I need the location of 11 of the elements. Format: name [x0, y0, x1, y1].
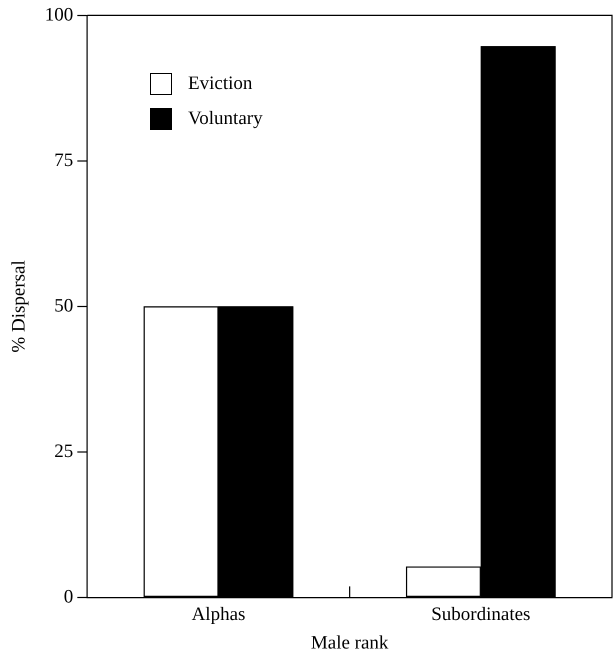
legend-label: Eviction	[188, 72, 252, 94]
y-tick-label: 25	[54, 440, 74, 462]
y-tick-label: 50	[54, 295, 74, 316]
y-tick-label: 100	[44, 4, 74, 26]
legend-label: Voluntary	[188, 108, 263, 130]
x-tick-label: Subordinates	[431, 604, 530, 625]
x-tick-label: Alphas	[192, 604, 246, 625]
x-axis-title: Male rank	[310, 632, 389, 654]
y-axis-title: % Dispersal	[8, 260, 30, 353]
y-tick-label: 75	[54, 150, 74, 171]
y-tick-label: 0	[64, 586, 74, 608]
